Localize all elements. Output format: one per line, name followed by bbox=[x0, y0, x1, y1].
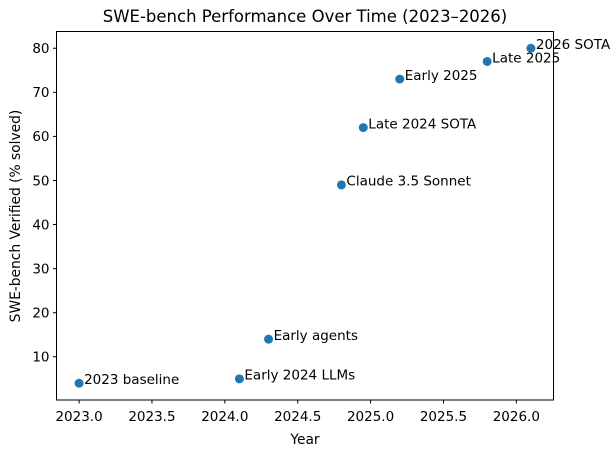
data-points bbox=[74, 43, 536, 388]
x-tick-label: 2024.0 bbox=[201, 409, 248, 425]
y-tick-label: 40 bbox=[32, 217, 49, 233]
point-label: Late 2024 SOTA bbox=[368, 116, 477, 132]
x-tick-label: 2023.0 bbox=[55, 409, 102, 425]
point-label: Late 2025 bbox=[492, 50, 560, 66]
data-point bbox=[482, 56, 492, 66]
y-tick-label: 10 bbox=[32, 350, 49, 366]
x-axis-ticks: 2023.0 2023.5 2024.0 2024.5 2025.0 2025.5 2026… bbox=[55, 400, 540, 425]
data-point bbox=[526, 43, 536, 53]
data-point bbox=[336, 180, 346, 190]
data-point bbox=[74, 378, 84, 388]
y-axis-ticks: 10 20 30 40 50 60 70 80 bbox=[32, 41, 57, 366]
y-tick-label: 20 bbox=[32, 306, 49, 322]
point-label: Early 2024 LLMs bbox=[244, 368, 355, 384]
x-tick-label: 2026.0 bbox=[493, 409, 540, 425]
y-tick-label: 30 bbox=[32, 261, 49, 277]
x-axis-label: Year bbox=[289, 432, 320, 448]
point-label: Claude 3.5 Sonnet bbox=[346, 174, 470, 190]
y-tick-label: 60 bbox=[32, 129, 49, 145]
y-axis-label: SWE-bench Verified (% solved) bbox=[8, 110, 24, 323]
data-point bbox=[234, 374, 244, 384]
point-label: Early agents bbox=[274, 328, 358, 344]
y-tick-label: 80 bbox=[32, 41, 49, 57]
x-tick-label: 2024.5 bbox=[274, 409, 321, 425]
point-label: Early 2025 bbox=[405, 68, 478, 84]
x-tick-label: 2023.5 bbox=[128, 409, 175, 425]
chart-title: SWE-bench Performance Over Time (2023–20… bbox=[103, 7, 508, 26]
plot-border bbox=[56, 31, 554, 401]
point-label: 2026 SOTA bbox=[536, 37, 611, 53]
point-labels: 2023 baseline Early 2024 LLMs Early agents… bbox=[84, 37, 611, 388]
y-tick-label: 50 bbox=[32, 173, 49, 189]
x-tick-label: 2025.5 bbox=[420, 409, 467, 425]
y-tick-label: 70 bbox=[32, 85, 49, 101]
x-tick-label: 2025.0 bbox=[347, 409, 394, 425]
data-point bbox=[358, 123, 368, 133]
data-point bbox=[264, 334, 274, 344]
data-point bbox=[395, 74, 405, 84]
point-label: 2023 baseline bbox=[84, 372, 179, 388]
